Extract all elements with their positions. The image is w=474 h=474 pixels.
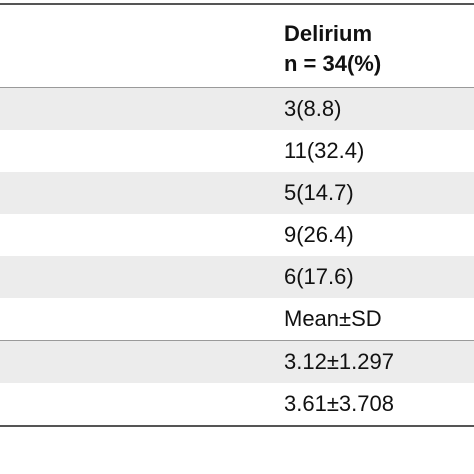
header-line-2: n = 34(%) [284, 51, 382, 76]
table-row: 3.61±3.708 [0, 383, 474, 425]
table-top-rule [0, 3, 474, 5]
table-cell: 11(32.4) [284, 138, 365, 163]
delirium-column-header: Delirium n = 34(%) [284, 19, 381, 79]
table-cell: 3(8.8) [284, 96, 342, 121]
table-header: Delirium n = 34(%) [0, 5, 474, 88]
table-row: Mean±SD [0, 298, 474, 340]
table-bottom-rule [0, 425, 474, 427]
table-row: 6(17.6) [0, 256, 474, 298]
table-cell: 6(17.6) [284, 264, 354, 289]
table-cell: 9(26.4) [284, 222, 354, 247]
table-row: 5(14.7) [0, 172, 474, 214]
table-cell: 3.12±1.297 [284, 349, 394, 374]
table-cell: 3.61±3.708 [284, 391, 394, 416]
table-row: 3.12±1.297 [0, 340, 474, 383]
table-cell: Mean±SD [284, 306, 382, 331]
table-cell: 5(14.7) [284, 180, 354, 205]
data-table: Delirium n = 34(%) 3(8.8) 11(32.4) 5(14.… [0, 3, 474, 427]
header-line-1: Delirium [284, 21, 373, 46]
table-row: 11(32.4) [0, 130, 474, 172]
table-row: 3(8.8) [0, 88, 474, 130]
table-row: 9(26.4) [0, 214, 474, 256]
